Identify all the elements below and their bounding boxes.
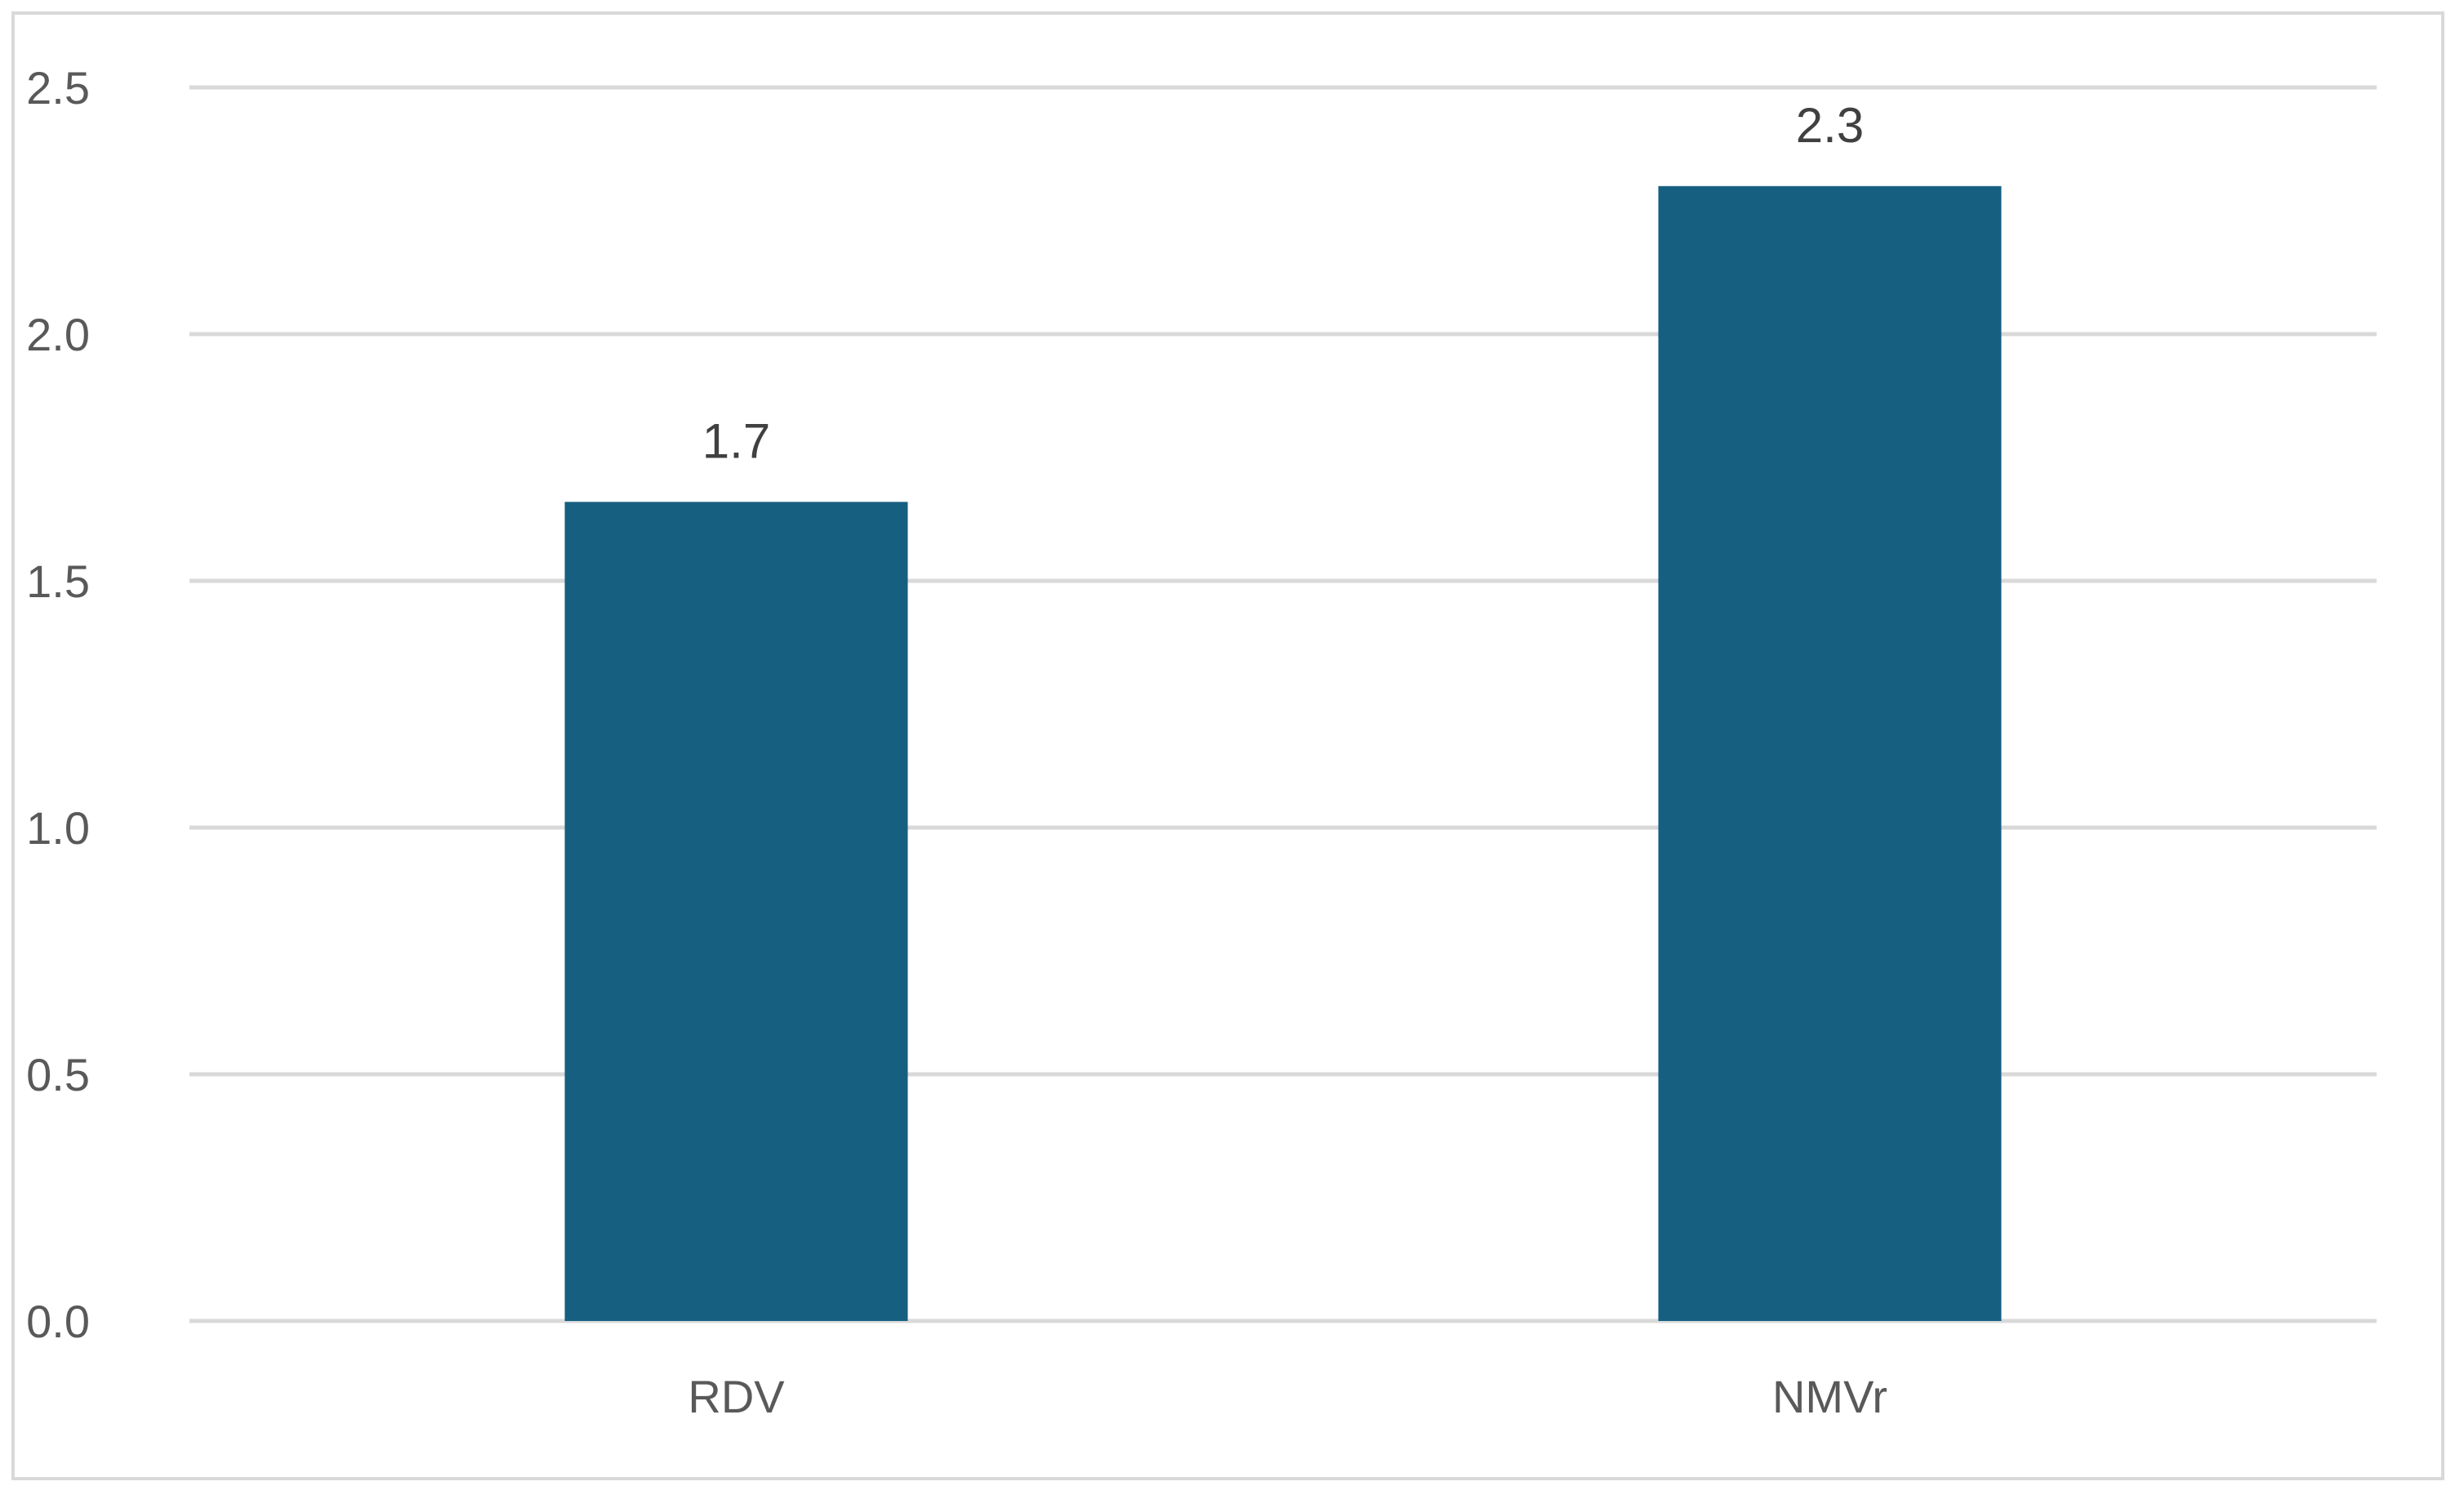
y-axis-tick-labels: 0.0 0.5 1.0 1.5 2.0 2.5 — [26, 62, 90, 1347]
bar-data-label: 2.3 — [1796, 98, 1864, 153]
bar — [1658, 185, 2002, 1321]
y-tick-label: 0.5 — [26, 1049, 90, 1100]
data-labels: 1.7 2.3 — [702, 98, 1864, 469]
gridlines — [189, 85, 2377, 1323]
y-tick-label: 0.0 — [26, 1296, 90, 1347]
y-tick-label: 1.0 — [26, 802, 90, 854]
bar-data-label: 1.7 — [702, 413, 770, 468]
x-category-label: NMVr — [1772, 1371, 1887, 1422]
bar — [564, 502, 908, 1321]
y-tick-label: 2.0 — [26, 309, 90, 360]
y-tick-label: 1.5 — [26, 556, 90, 607]
x-category-label: RDV — [688, 1371, 785, 1422]
chart-frame — [11, 11, 2444, 1480]
bars — [564, 185, 2002, 1321]
y-tick-label: 2.5 — [26, 62, 90, 114]
x-axis-category-labels: RDV NMVr — [688, 1371, 1887, 1422]
